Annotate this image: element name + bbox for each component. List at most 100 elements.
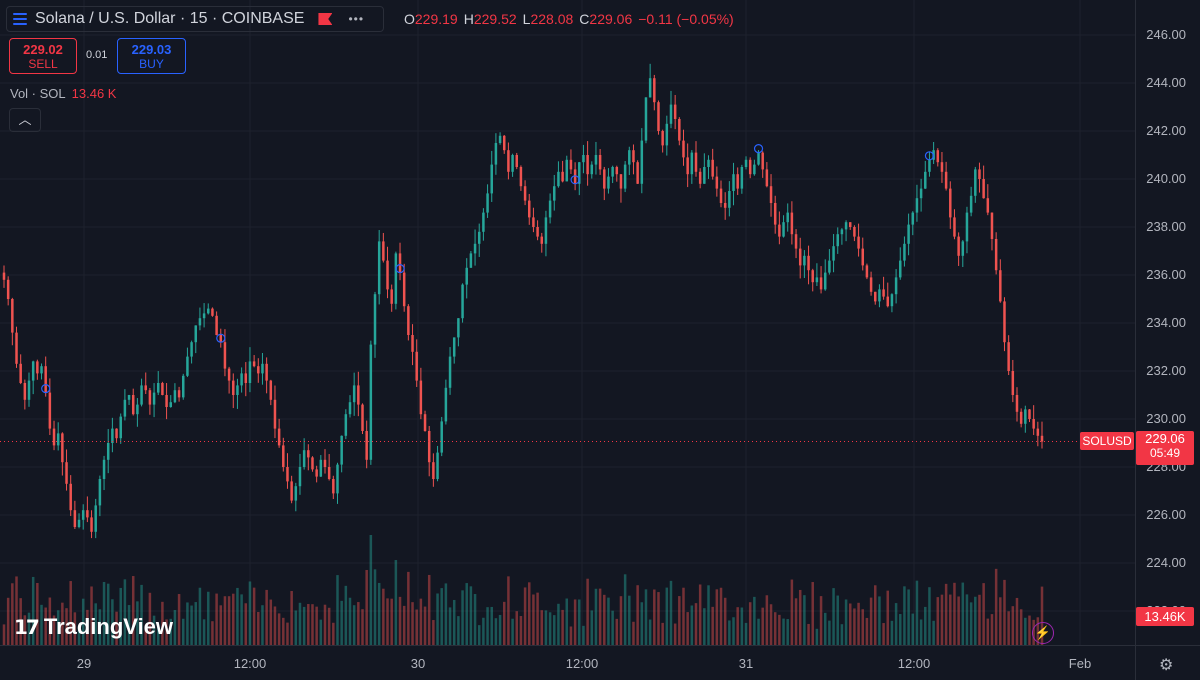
candle bbox=[619, 174, 623, 189]
volume-bar bbox=[494, 618, 498, 645]
volume-bar bbox=[707, 585, 710, 645]
candle bbox=[761, 152, 764, 170]
candle bbox=[857, 236, 860, 249]
lightning-icon[interactable]: ⚡ bbox=[1032, 622, 1054, 644]
volume-bar bbox=[452, 599, 456, 645]
candle bbox=[899, 260, 902, 278]
candle bbox=[632, 150, 635, 163]
candle bbox=[924, 171, 927, 189]
settings-gear-icon[interactable]: ⚙ bbox=[1159, 657, 1174, 674]
candle bbox=[765, 169, 769, 187]
candle bbox=[457, 318, 460, 338]
candle bbox=[590, 164, 594, 175]
volume-bar bbox=[553, 615, 556, 645]
volume-bar bbox=[940, 594, 944, 645]
candle bbox=[494, 143, 498, 165]
volume-bar bbox=[969, 602, 973, 645]
candle bbox=[106, 443, 110, 460]
volume-bar bbox=[565, 598, 569, 645]
volume-bar bbox=[277, 613, 281, 645]
volume-bar bbox=[477, 625, 481, 645]
price-axis-label: 242.00 bbox=[1146, 123, 1186, 138]
volume-bar bbox=[207, 591, 210, 645]
candle bbox=[978, 169, 981, 179]
buy-label: BUY bbox=[139, 57, 164, 71]
candle bbox=[115, 428, 118, 439]
candle bbox=[944, 171, 948, 189]
volume-bar bbox=[19, 598, 22, 645]
volume-bar bbox=[753, 596, 756, 645]
candle bbox=[52, 428, 56, 446]
volume-bar bbox=[844, 599, 848, 645]
candle bbox=[323, 459, 327, 467]
candle bbox=[690, 152, 694, 175]
volume-bar bbox=[648, 619, 652, 645]
candle bbox=[219, 335, 223, 343]
candle bbox=[861, 248, 864, 266]
volume-bar bbox=[728, 620, 731, 645]
candle bbox=[686, 157, 689, 175]
volume-bar bbox=[819, 596, 823, 645]
candle bbox=[753, 164, 756, 175]
volume-bar bbox=[694, 603, 698, 645]
volume-bar bbox=[106, 583, 110, 645]
candle bbox=[848, 222, 852, 227]
candle bbox=[119, 416, 122, 439]
event-marker bbox=[753, 144, 764, 154]
candle bbox=[711, 159, 714, 177]
volume-bar bbox=[1028, 615, 1031, 645]
volume-bar bbox=[1003, 579, 1006, 645]
candle bbox=[536, 227, 539, 237]
candle bbox=[419, 380, 423, 415]
volume-bar bbox=[823, 612, 827, 645]
volume-bar bbox=[582, 625, 585, 645]
candle bbox=[961, 241, 965, 256]
candle bbox=[69, 483, 72, 511]
candle bbox=[823, 272, 827, 290]
volume-bar bbox=[407, 571, 410, 645]
candle bbox=[519, 167, 523, 187]
volume-bar bbox=[640, 602, 644, 645]
price-axis-label: 246.00 bbox=[1146, 27, 1186, 42]
candle bbox=[302, 450, 306, 467]
candle bbox=[553, 186, 556, 201]
candle bbox=[294, 486, 298, 501]
volume-bar bbox=[869, 597, 873, 645]
candle bbox=[227, 368, 231, 381]
event-marker bbox=[395, 264, 405, 274]
collapse-legend-button[interactable]: ︿ bbox=[9, 108, 41, 132]
event-marker bbox=[216, 333, 226, 343]
volume-bar bbox=[603, 594, 606, 645]
volume-bar bbox=[232, 593, 235, 645]
buy-button[interactable]: 229.03 BUY bbox=[117, 38, 186, 74]
candle bbox=[127, 395, 131, 400]
candle bbox=[1024, 409, 1027, 424]
candle bbox=[740, 167, 744, 189]
volume-bar bbox=[61, 602, 64, 645]
volume-bar bbox=[369, 535, 373, 645]
volume-bar bbox=[340, 600, 343, 645]
candle bbox=[811, 270, 814, 283]
candle bbox=[48, 392, 52, 429]
candle bbox=[532, 217, 535, 227]
flag-icon[interactable] bbox=[318, 13, 333, 25]
candle bbox=[628, 150, 631, 165]
tradingview-logo[interactable]: 𝟭𝟳 TradingView bbox=[14, 614, 173, 640]
candle bbox=[1003, 301, 1006, 343]
volume-bar bbox=[415, 609, 418, 645]
candle bbox=[636, 162, 639, 184]
candle bbox=[803, 255, 806, 266]
candle bbox=[969, 195, 973, 213]
symbol-search-button[interactable]: Solana / U.S. Dollar · 15 · COINBASE ••• bbox=[6, 6, 384, 32]
candle bbox=[1040, 435, 1044, 442]
volume-bar bbox=[765, 595, 769, 645]
volume-bar bbox=[1040, 586, 1044, 645]
volume-label: Vol · SOL bbox=[10, 86, 66, 101]
symbol-title: Solana / U.S. Dollar · 15 · COINBASE bbox=[35, 10, 305, 27]
volume-bar bbox=[886, 590, 890, 645]
sell-button[interactable]: 229.02 SELL bbox=[9, 38, 77, 74]
candle bbox=[390, 289, 393, 304]
more-options-icon[interactable]: ••• bbox=[348, 12, 365, 26]
volume-bar bbox=[394, 560, 398, 645]
